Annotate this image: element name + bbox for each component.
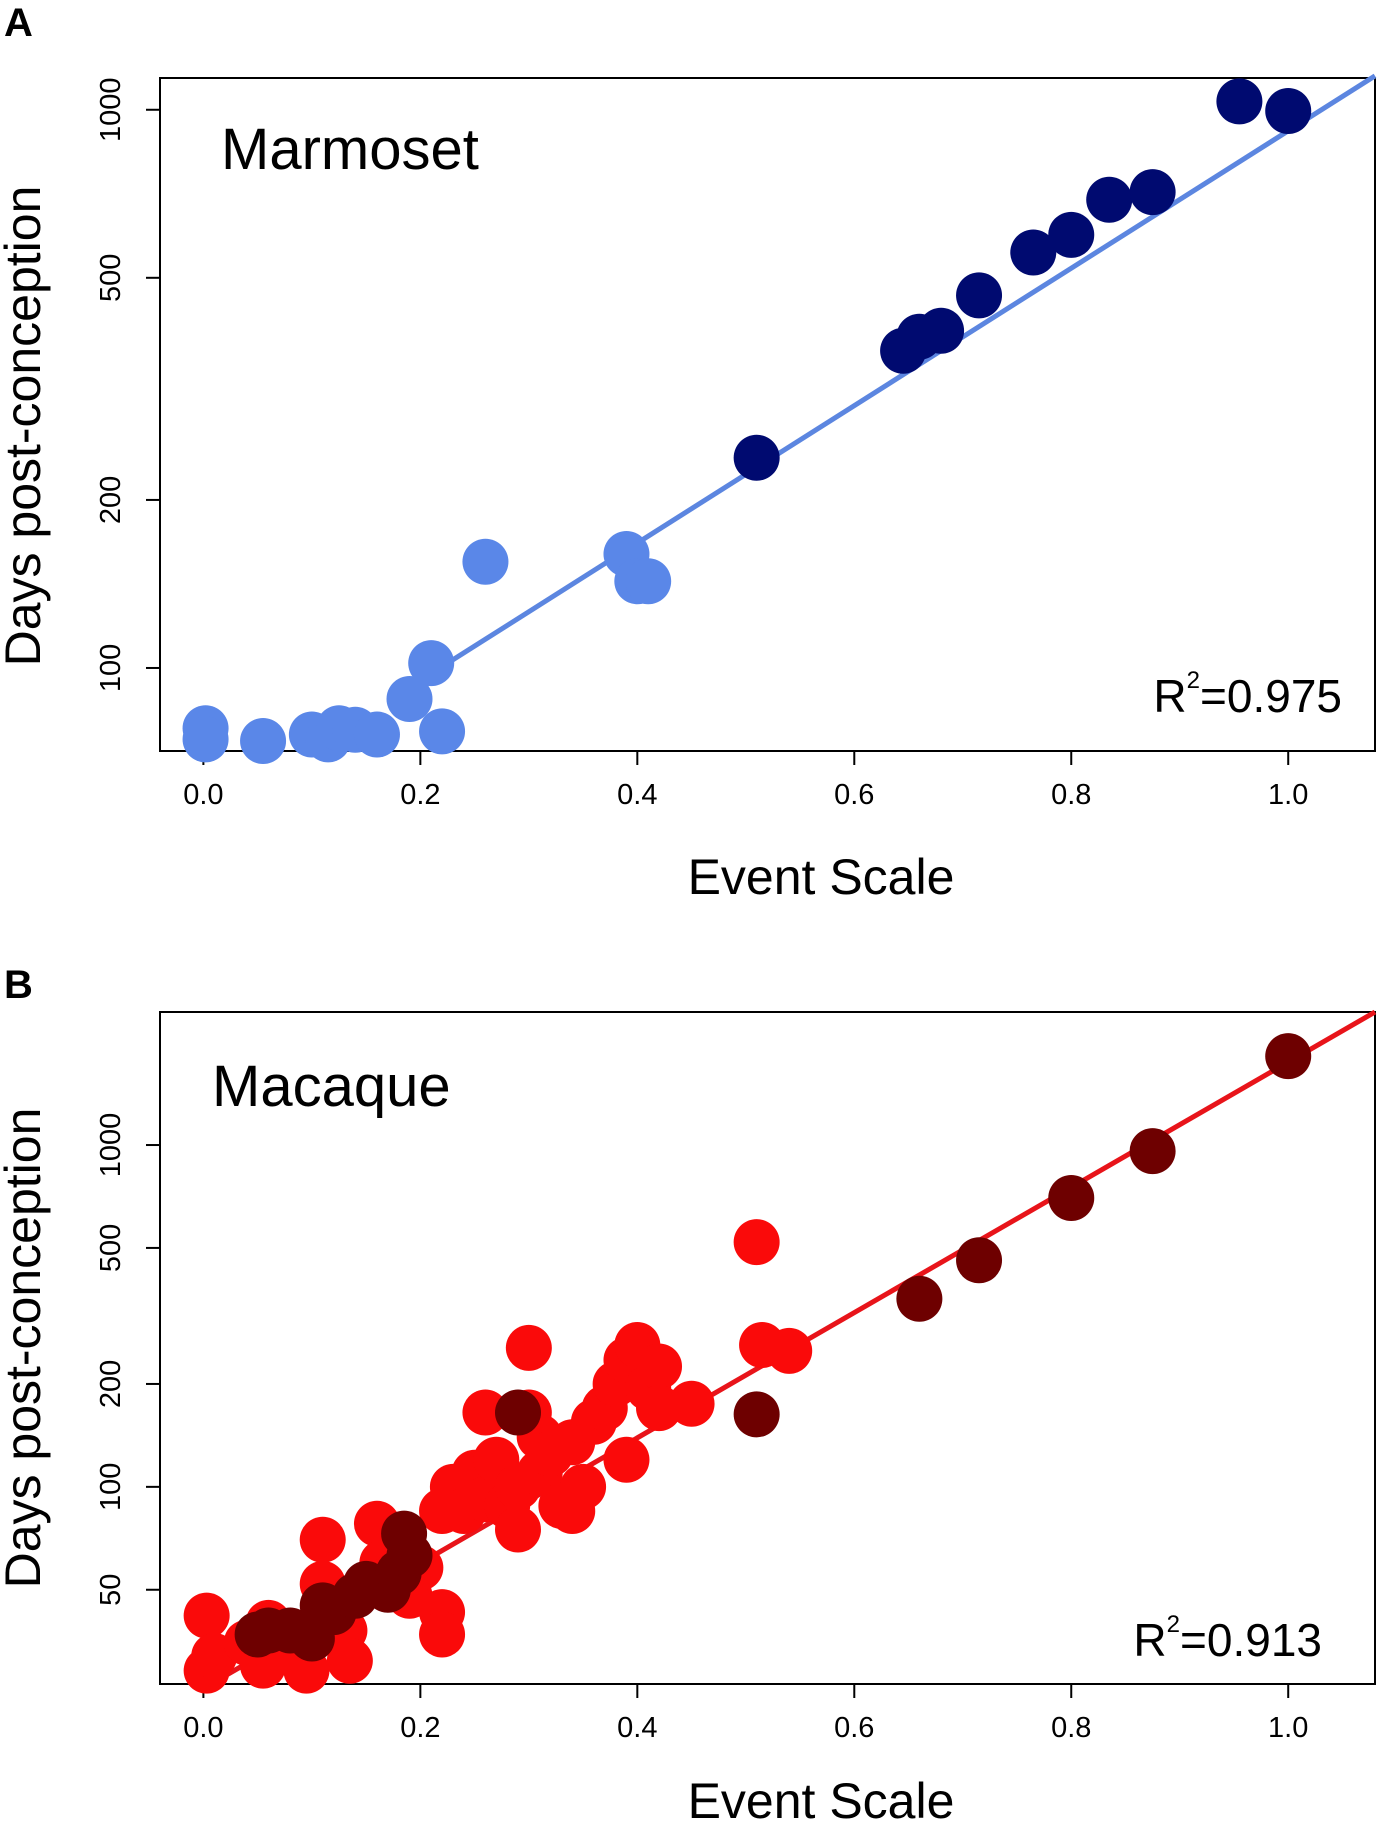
data-point-light <box>240 717 287 764</box>
data-point-light <box>419 708 466 755</box>
y-tick-label: 200 <box>95 1360 127 1408</box>
data-point-light <box>603 1436 650 1483</box>
data-point-light <box>462 1389 509 1436</box>
x-tick-label: 1.0 <box>1268 1712 1308 1744</box>
x-tick-label: 0.8 <box>1051 779 1091 811</box>
data-point-dark <box>1129 169 1176 216</box>
x-axis-label: Event Scale <box>688 1773 955 1827</box>
r-squared-sup: 2 <box>1167 1611 1180 1638</box>
data-point-light <box>183 1592 230 1639</box>
data-point-dark <box>896 1275 943 1322</box>
data-point-dark <box>494 1389 541 1436</box>
r-squared-label: R2=0.913 <box>1133 1611 1322 1666</box>
data-point-light <box>668 1380 715 1427</box>
x-tick-label: 0.2 <box>400 1712 440 1744</box>
data-point-dark <box>386 1532 433 1579</box>
panel-label: B <box>4 963 33 1007</box>
y-tick-label: 100 <box>95 644 127 692</box>
y-tick-label: 50 <box>95 1574 127 1606</box>
y-tick-label: 100 <box>95 1463 127 1511</box>
data-point-light <box>462 538 509 585</box>
data-point-dark <box>1265 1033 1312 1080</box>
x-tick-label: 1.0 <box>1268 779 1308 811</box>
x-tick-label: 0.8 <box>1051 1712 1091 1744</box>
y-axis-label: Days post-conception <box>0 1108 51 1589</box>
chart-title: Macaque <box>212 1054 451 1119</box>
data-point-dark <box>1048 1174 1095 1221</box>
data-point-light <box>560 1463 607 1510</box>
y-tick-label: 200 <box>95 476 127 524</box>
r-squared-value: =0.913 <box>1180 1614 1322 1666</box>
r-squared-base: R <box>1133 1614 1166 1666</box>
panel-b: B 0.0 0.2 0.4 0.6 0.8 1.0 50 100 200 500 1000 Maca… <box>0 963 1377 1827</box>
y-tick-label: 1000 <box>95 1113 127 1178</box>
x-tick-label: 0.0 <box>183 1712 223 1744</box>
x-tick-label: 0.4 <box>617 779 657 811</box>
data-point-light <box>182 716 229 763</box>
data-point-light <box>636 1343 683 1390</box>
data-point-dark <box>733 434 780 481</box>
data-point-dark <box>956 1237 1003 1284</box>
y-tick-label: 500 <box>95 1224 127 1272</box>
data-point-light <box>766 1327 813 1374</box>
data-point-dark <box>733 1391 780 1438</box>
plot-frame <box>159 1011 1376 1685</box>
data-point-light <box>625 558 672 605</box>
data-point-light <box>353 711 400 758</box>
panel-label: A <box>4 1 33 45</box>
x-tick-label: 0.0 <box>183 779 223 811</box>
data-point-dark <box>1129 1128 1176 1175</box>
data-point-dark <box>1086 176 1133 223</box>
y-axis-label: Days post-conception <box>0 186 51 667</box>
data-point-dark <box>918 307 965 354</box>
data-point-light <box>419 1611 466 1658</box>
y-tick-label: 1000 <box>95 78 127 143</box>
axes-ticks: 0.0 0.2 0.4 0.6 0.8 1.0 50 100 200 500 1000 <box>95 1113 1308 1744</box>
data-point-dark <box>1265 87 1312 134</box>
r-squared-value: =0.975 <box>1200 670 1342 722</box>
data-point-light <box>733 1219 780 1266</box>
data-point-light <box>326 1637 373 1684</box>
x-tick-label: 0.6 <box>834 779 874 811</box>
x-axis-label: Event Scale <box>688 849 955 905</box>
data-point-dark <box>1010 229 1057 276</box>
chart-title: Marmoset <box>221 117 479 182</box>
data-point-light <box>386 675 433 722</box>
panel-a: A 0.0 0.2 0.4 0.6 0.8 1.0 100 200 500 1000 Marmos… <box>0 1 1377 905</box>
x-tick-label: 0.4 <box>617 1712 657 1744</box>
data-point-dark <box>956 272 1003 319</box>
axes-ticks: 0.0 0.2 0.4 0.6 0.8 1.0 100 200 500 1000 <box>95 78 1308 811</box>
x-tick-label: 0.2 <box>400 779 440 811</box>
r-squared-sup: 2 <box>1187 667 1200 694</box>
data-point-light <box>299 1516 346 1563</box>
r-squared-label: R2=0.975 <box>1153 667 1342 722</box>
data-point-light <box>408 640 455 687</box>
data-point-dark <box>1048 211 1095 258</box>
regression-line <box>419 73 1377 683</box>
scatter-points <box>182 78 1312 764</box>
x-tick-label: 0.6 <box>834 1712 874 1744</box>
data-point-light <box>494 1506 541 1553</box>
data-point-light <box>505 1324 552 1371</box>
y-tick-label: 500 <box>95 254 127 302</box>
plot-frame <box>159 77 1376 752</box>
data-point-dark <box>1216 78 1263 125</box>
scatter-points <box>183 1033 1312 1694</box>
r-squared-base: R <box>1153 670 1186 722</box>
